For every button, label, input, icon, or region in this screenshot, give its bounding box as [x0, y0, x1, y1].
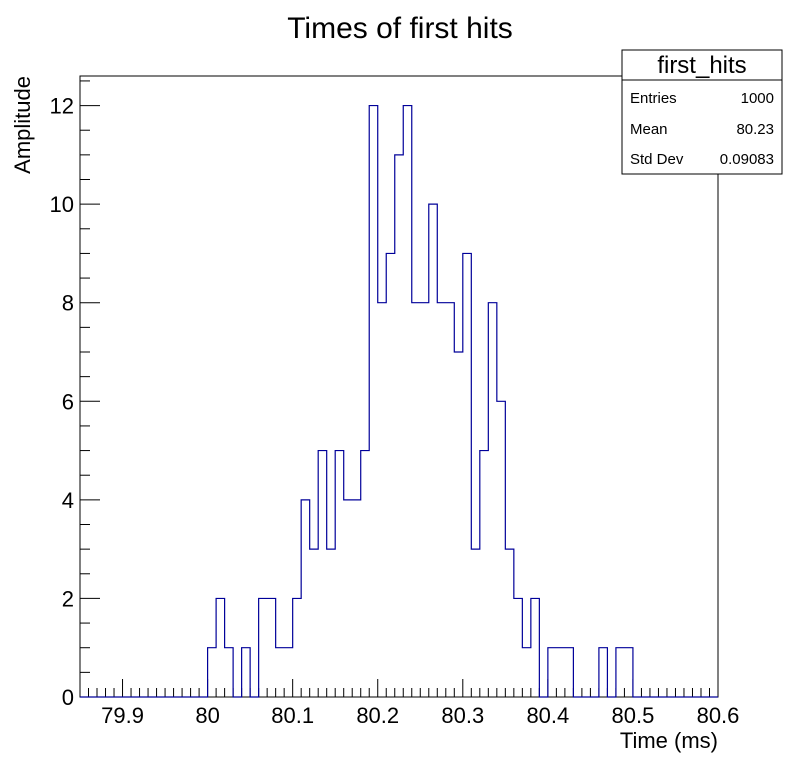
histogram-line: [80, 104, 718, 698]
stats-entries-value: 1000: [741, 90, 774, 107]
x-tick-label: 80.5: [612, 703, 655, 728]
stats-box-title: first_hits: [657, 52, 746, 79]
y-axis: 0 2 4 6 8 10 12: [50, 80, 100, 710]
x-tick-label: 80.1: [271, 703, 314, 728]
y-tick-label: 6: [62, 389, 74, 414]
x-axis-label: Time (ms): [620, 728, 718, 753]
chart-title: Times of first hits: [287, 12, 513, 45]
stats-stddev-label: Std Dev: [630, 151, 684, 168]
y-tick-label: 8: [62, 291, 74, 316]
x-tick-label: 80: [195, 703, 219, 728]
y-tick-label: 2: [62, 586, 74, 611]
plot-frame: [79, 75, 719, 698]
x-tick-label: 80.2: [356, 703, 399, 728]
y-tick-label: 0: [62, 685, 74, 710]
y-tick-label: 4: [62, 488, 74, 513]
stats-stddev-value: 0.09083: [720, 151, 774, 168]
x-tick-label: 79.9: [101, 703, 144, 728]
stats-box-frame: [621, 49, 783, 175]
x-axis: 79.9 80 80.1 80.2 80.3 80.4 80.5 80.6: [79, 679, 740, 728]
x-tick-label: 80.3: [441, 703, 484, 728]
y-axis-label: Amplitude: [10, 76, 35, 174]
x-tick-label: 80.6: [697, 703, 740, 728]
stats-entries-label: Entries: [630, 90, 677, 107]
y-tick-label: 10: [50, 192, 74, 217]
stats-mean-value: 80.23: [736, 121, 774, 138]
y-tick-label: 12: [50, 94, 74, 119]
stats-mean-label: Mean: [630, 121, 668, 138]
stats-box: first_hits Entries 1000 Mean 80.23 Std D…: [621, 49, 783, 175]
x-tick-label: 80.4: [526, 703, 569, 728]
